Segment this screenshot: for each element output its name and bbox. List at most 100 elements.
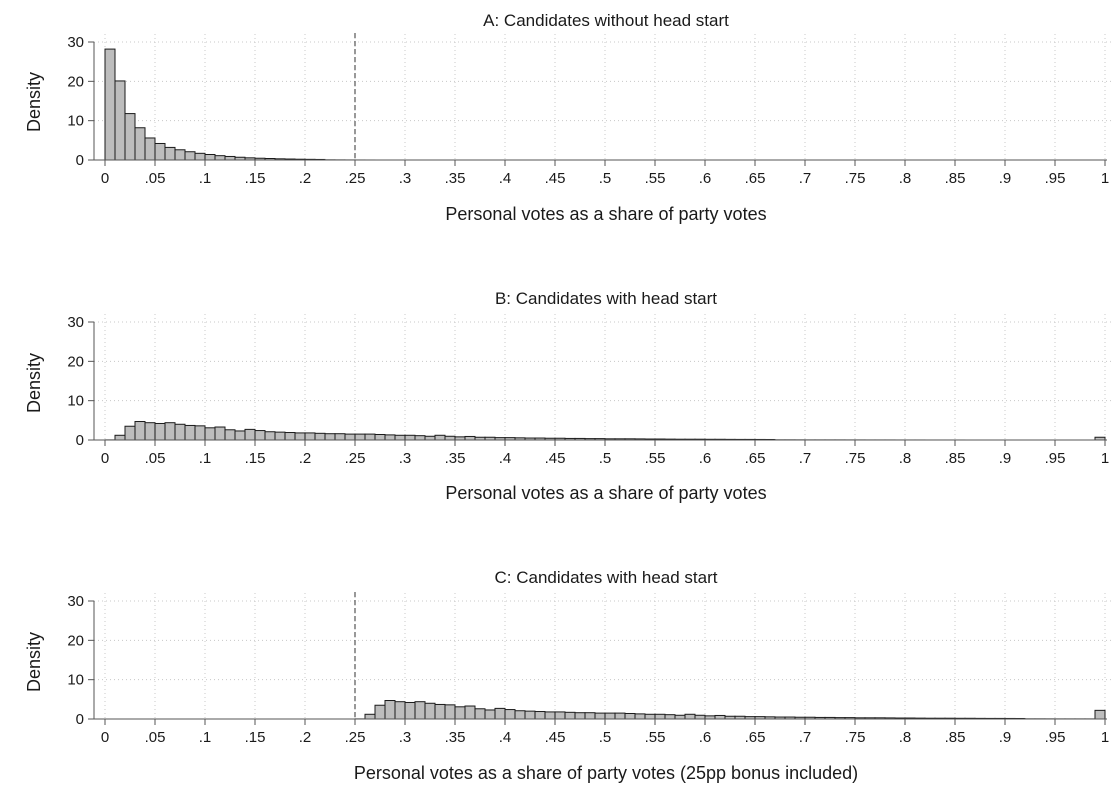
x-tick-label: .85 xyxy=(945,450,966,467)
histogram-bar xyxy=(604,712,616,720)
x-tick-label: .95 xyxy=(1045,170,1066,187)
x-tick-label: .2 xyxy=(299,170,312,187)
panel-c: C: Candidates with head start Density Pe… xyxy=(24,568,1112,783)
histogram-bar xyxy=(124,425,136,441)
histogram-bar xyxy=(344,433,356,441)
x-tick-label: .7 xyxy=(799,450,812,467)
x-tick-label: .15 xyxy=(245,450,266,467)
histogram-bar xyxy=(404,434,416,441)
histogram-bar xyxy=(634,713,646,720)
panel-a: A: Candidates without head start Density… xyxy=(24,11,1112,224)
histogram-bar xyxy=(304,432,316,441)
histogram-bar xyxy=(144,422,156,441)
x-tick-label: .45 xyxy=(545,450,566,467)
histogram-bar xyxy=(114,434,126,441)
histogram-bar xyxy=(264,431,276,441)
histogram-bar xyxy=(394,434,406,441)
histogram-bar xyxy=(204,153,216,161)
histogram-bar xyxy=(694,714,706,720)
histogram-bar xyxy=(624,712,636,720)
histogram-bar xyxy=(464,435,476,441)
histogram-bar xyxy=(434,434,446,441)
x-tick-label: .05 xyxy=(145,729,166,746)
panel-b-x-axis-label: Personal votes as a share of party votes xyxy=(445,483,766,503)
y-tick-label: 10 xyxy=(67,113,84,130)
x-tick-label: .55 xyxy=(645,170,666,187)
x-tick-label: .85 xyxy=(945,729,966,746)
panel-b-gridlines xyxy=(94,314,1112,440)
histogram-bar xyxy=(534,711,546,720)
x-tick-label: .1 xyxy=(199,450,212,467)
histogram-bar xyxy=(524,710,536,720)
histogram-bar xyxy=(154,142,166,161)
histogram-bar xyxy=(414,435,426,441)
histogram-bar xyxy=(614,712,626,720)
histogram-bar xyxy=(374,433,386,441)
y-tick-label: 0 xyxy=(76,432,84,449)
x-tick-label: .75 xyxy=(845,450,866,467)
panel-c-y-ticks: 0 10 20 30 xyxy=(67,593,94,728)
x-tick-label: .7 xyxy=(799,729,812,746)
histogram-bar xyxy=(294,432,306,441)
histogram-bar xyxy=(174,423,186,441)
histogram-bar xyxy=(664,714,676,720)
x-tick-label: .9 xyxy=(999,170,1012,187)
y-tick-label: 20 xyxy=(67,353,84,370)
histogram-bar xyxy=(144,137,156,161)
x-tick-label: .45 xyxy=(545,729,566,746)
histogram-bar xyxy=(494,707,506,720)
panel-b-x-ticks: 0 .05 .1 .15 .2 .25 .3 .35 .4 .45 .5 .55 .6 .65 .7 .75.… xyxy=(101,440,1109,467)
panel-c-title: C: Candidates with head start xyxy=(494,568,717,587)
histogram-bar xyxy=(134,421,146,441)
panel-c-x-axis-label: Personal votes as a share of party votes… xyxy=(354,763,858,783)
x-tick-label: .1 xyxy=(199,729,212,746)
x-tick-label: 0 xyxy=(101,450,109,467)
y-tick-label: 0 xyxy=(76,711,84,728)
x-tick-label: .5 xyxy=(599,170,612,187)
x-tick-label: .65 xyxy=(745,170,766,187)
histogram-bar xyxy=(254,430,266,441)
histogram-bar xyxy=(474,708,486,720)
panel-b-bars xyxy=(104,421,1106,441)
x-tick-label: .4 xyxy=(499,170,512,187)
histogram-bar xyxy=(214,155,226,161)
histogram-bar xyxy=(554,711,566,720)
x-tick-label: .95 xyxy=(1045,450,1066,467)
x-tick-label: 1 xyxy=(1101,170,1109,187)
y-tick-label: 30 xyxy=(67,593,84,610)
x-tick-label: .35 xyxy=(445,170,466,187)
panel-a-y-axis-label: Density xyxy=(24,72,44,132)
x-tick-label: .9 xyxy=(999,450,1012,467)
panel-a-title: A: Candidates without head start xyxy=(483,11,729,30)
x-tick-label: 1 xyxy=(1101,729,1109,746)
panel-c-y-axis-label: Density xyxy=(24,632,44,692)
x-tick-label: .1 xyxy=(199,170,212,187)
histogram-bar xyxy=(364,713,376,720)
histogram-bar xyxy=(204,427,216,441)
x-tick-label: .05 xyxy=(145,170,166,187)
x-tick-label: .05 xyxy=(145,450,166,467)
panel-c-bars xyxy=(354,700,1106,720)
x-tick-label: .55 xyxy=(645,450,666,467)
histogram-bar xyxy=(314,432,326,441)
y-tick-label: 30 xyxy=(67,34,84,51)
x-tick-label: .4 xyxy=(499,729,512,746)
histogram-bar xyxy=(514,710,526,720)
histogram-bar xyxy=(284,432,296,441)
x-tick-label: .25 xyxy=(345,729,366,746)
histogram-bar xyxy=(454,706,466,720)
histogram-bar xyxy=(644,713,656,720)
histogram-bar xyxy=(124,113,136,161)
histogram-bar xyxy=(224,429,236,441)
x-tick-label: .15 xyxy=(245,729,266,746)
panel-b-y-ticks: 0 10 20 30 xyxy=(67,314,94,449)
panel-c-x-ticks: 0 .05 .1 .15 .2 .25 .3 .35 .4 .45 .5 .55 .6 .65 .7 .75.… xyxy=(101,719,1109,746)
histogram-bar xyxy=(674,714,686,720)
y-tick-label: 30 xyxy=(67,314,84,331)
x-tick-label: .35 xyxy=(445,729,466,746)
histogram-bar xyxy=(584,712,596,720)
x-tick-label: .5 xyxy=(599,450,612,467)
x-tick-label: .4 xyxy=(499,450,512,467)
histogram-bar xyxy=(324,433,336,441)
